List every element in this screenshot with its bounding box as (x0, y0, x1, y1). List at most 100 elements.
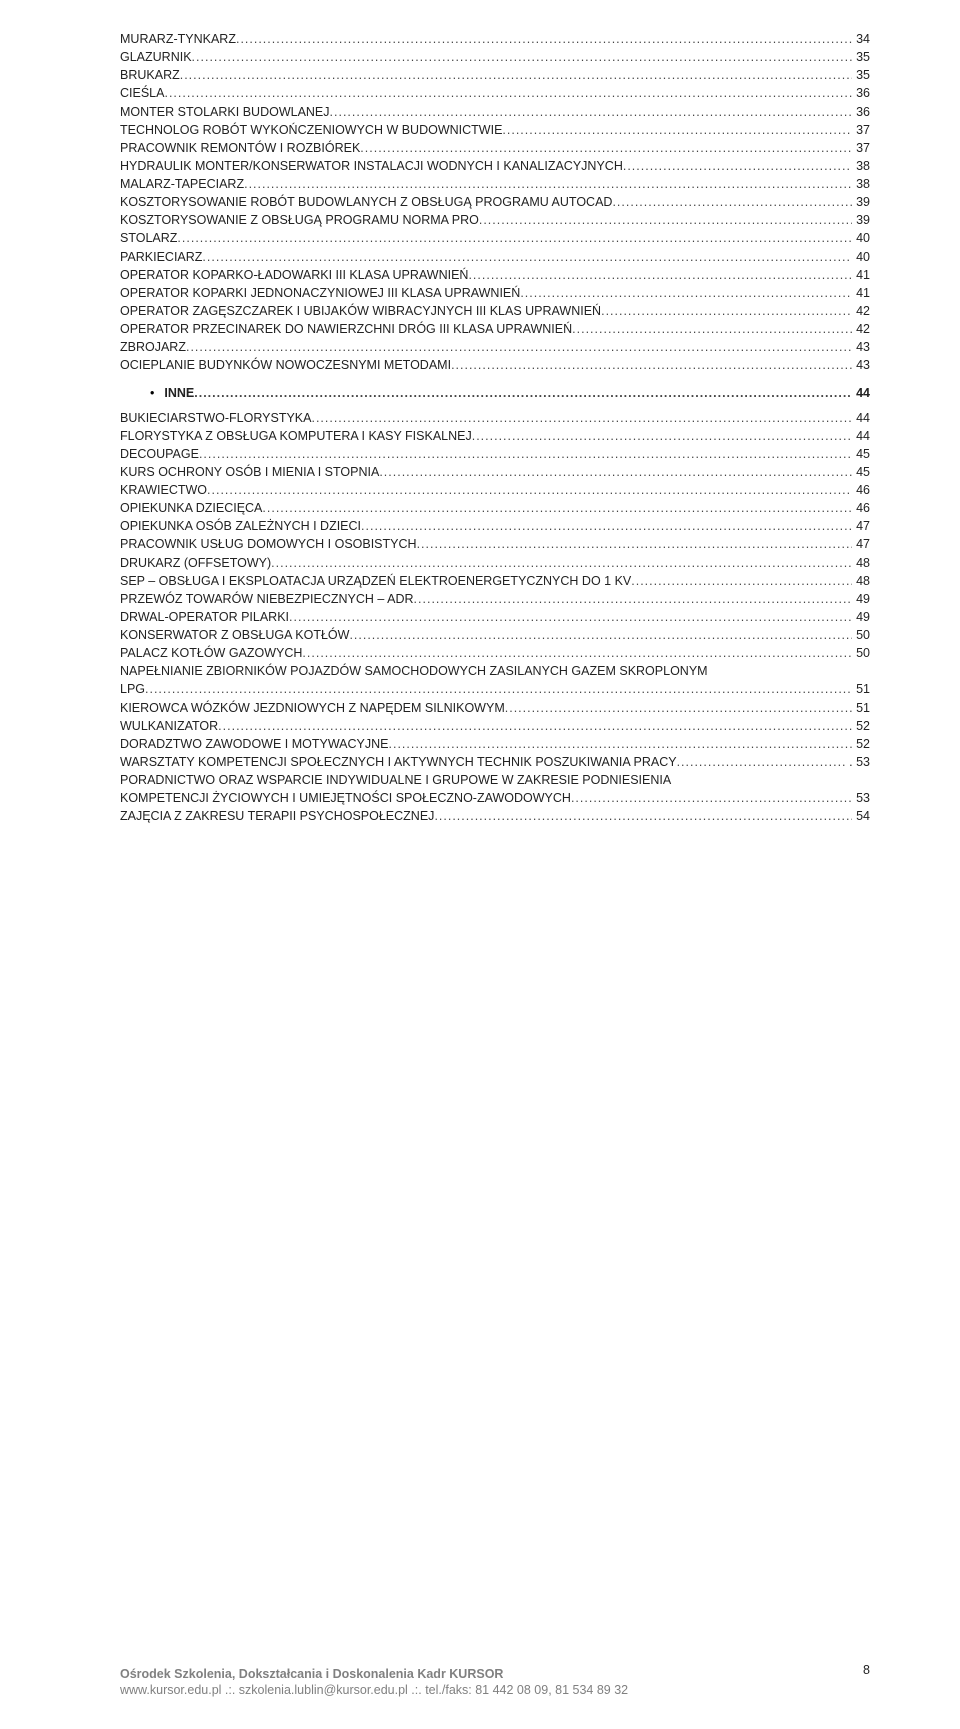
toc-leader-dots (505, 699, 852, 717)
toc-leader-dots (379, 463, 852, 481)
toc-entry: WARSZTATY KOMPETENCJI SPOŁECZNYCH I AKTY… (120, 753, 870, 771)
toc-entry: DRWAL-OPERATOR PILARKI49 (120, 608, 870, 626)
toc-entry-label: OPIEKUNKA OSÓB ZALEŻNYCH I DZIECI (120, 517, 361, 535)
toc-entry: KIEROWCA WÓZKÓW JEZDNIOWYCH Z NAPĘDEM SI… (120, 699, 870, 717)
toc-entry: HYDRAULIK MONTER/KONSERWATOR INSTALACJI … (120, 157, 870, 175)
toc-entry-label: PRZEWÓZ TOWARÓW NIEBEZPIECZNYCH – ADR (120, 590, 414, 608)
document-page: MURARZ-TYNKARZ34GLAZURNIK35BRUKARZ35CIEŚ… (0, 0, 960, 1729)
toc-entry: TECHNOLOG ROBÓT WYKOŃCZENIOWYCH W BUDOWN… (120, 121, 870, 139)
toc-leader-dots (177, 229, 852, 247)
toc-entry-label: DRWAL-OPERATOR PILARKI (120, 608, 289, 626)
toc-entry: OPERATOR PRZECINAREK DO NAWIERZCHNI DRÓG… (120, 320, 870, 338)
toc-leader-dots (330, 103, 853, 121)
toc-leader-dots (468, 266, 852, 284)
toc-leader-dots (145, 680, 852, 698)
toc-entry-page: 39 (852, 211, 870, 229)
toc-leader-dots (360, 139, 852, 157)
toc-entry-label: ZBROJARZ (120, 338, 186, 356)
toc-leader-dots (236, 30, 852, 48)
toc-leader-dots (572, 320, 852, 338)
toc-entry-page: 41 (852, 266, 870, 284)
toc-entry-label: KOSZTORYSOWANIE ROBÓT BUDOWLANYCH Z OBSŁ… (120, 193, 612, 211)
toc-entry: BUKIECIARSTWO-FLORYSTYKA44 (120, 409, 870, 427)
toc-leader-dots (417, 535, 853, 553)
toc-entry-page: 37 (852, 121, 870, 139)
toc-entry-page: 45 (852, 445, 870, 463)
toc-entry-label: STOLARZ (120, 229, 177, 247)
toc-leader-dots (244, 175, 852, 193)
toc-entry: OPERATOR KOPARKI JEDNONACZYNIOWEJ III KL… (120, 284, 870, 302)
toc-leader-dots (631, 572, 852, 590)
toc-entry: KURS OCHRONY OSÓB I MIENIA I STOPNIA45 (120, 463, 870, 481)
toc-entry: SEP – OBSŁUGA I EKSPLOATACJA URZĄDZEŃ EL… (120, 572, 870, 590)
toc-entry-label: KOSZTORYSOWANIE Z OBSŁUGĄ PROGRAMU NORMA… (120, 211, 479, 229)
toc-leader-dots (601, 302, 852, 320)
toc-entry: PORADNICTWO ORAZ WSPARCIE INDYWIDUALNE I… (120, 771, 870, 789)
toc-entry: OPERATOR KOPARKO-ŁADOWARKI III KLASA UPR… (120, 266, 870, 284)
toc-entry-page: 46 (852, 499, 870, 517)
toc-entry-page: 42 (852, 302, 870, 320)
toc-entry-page: 44 (852, 427, 870, 445)
toc-entry-label: MALARZ-TAPECIARZ (120, 175, 244, 193)
toc-entry-label: PALACZ KOTŁÓW GAZOWYCH (120, 644, 302, 662)
toc-leader-dots (289, 608, 852, 626)
toc-entry-label: ZAJĘCIA Z ZAKRESU TERAPII PSYCHOSPOŁECZN… (120, 807, 434, 825)
toc-entry: DRUKARZ (OFFSETOWY)48 (120, 554, 870, 572)
toc-entry: MALARZ-TAPECIARZ 38 (120, 175, 870, 193)
toc-entry-page: 50 (852, 626, 870, 644)
toc-entry-label: DECOUPAGE (120, 445, 199, 463)
toc-entry: BRUKARZ35 (120, 66, 870, 84)
toc-entry-page: 39 (852, 193, 870, 211)
toc-entry-label: OPERATOR KOPARKO-ŁADOWARKI III KLASA UPR… (120, 266, 468, 284)
toc-leader-dots (677, 753, 846, 771)
toc-entry-page: 51 (852, 699, 870, 717)
toc-entry-label: PORADNICTWO ORAZ WSPARCIE INDYWIDUALNE I… (120, 771, 671, 789)
toc-entry-label: INNE (164, 384, 194, 402)
toc-entry-label: GLAZURNIK (120, 48, 192, 66)
toc-entry: CIEŚLA36 (120, 84, 870, 102)
toc-entry-page: 54 (852, 807, 870, 825)
toc-entry-label: HYDRAULIK MONTER/KONSERWATOR INSTALACJI … (120, 157, 623, 175)
toc-entry: KOSZTORYSOWANIE ROBÓT BUDOWLANYCH Z OBSŁ… (120, 193, 870, 211)
toc-entry-page: 37 (852, 139, 870, 157)
toc-entry: OCIEPLANIE BUDYNKÓW NOWOCZESNYMI METODAM… (120, 356, 870, 374)
toc-entry-label: CIEŚLA (120, 84, 164, 102)
footer-contact-line: www.kursor.edu.pl .:. szkolenia.lublin@k… (120, 1683, 870, 1697)
toc-entry: OPERATOR ZAGĘSZCZAREK I UBIJAKÓW WIBRACY… (120, 302, 870, 320)
toc-entry-page: 41 (852, 284, 870, 302)
toc-section-heading: •INNE 44 (120, 384, 870, 402)
toc-leader-dots (218, 717, 852, 735)
toc-entry: KONSERWATOR Z OBSŁUGA KOTŁÓW50 (120, 626, 870, 644)
toc-entry-page: 38 (852, 175, 870, 193)
table-of-contents: MURARZ-TYNKARZ34GLAZURNIK35BRUKARZ35CIEŚ… (120, 30, 870, 825)
toc-entry: MURARZ-TYNKARZ34 (120, 30, 870, 48)
toc-entry-label: KOMPETENCJI ŻYCIOWYCH I UMIEJĘTNOŚCI SPO… (120, 789, 571, 807)
toc-entry-page: 43 (852, 338, 870, 356)
toc-entry-page: 44 (852, 384, 870, 402)
toc-entry-page: 40 (852, 229, 870, 247)
toc-entry-label: DORADZTWO ZAWODOWE I MOTYWACYJNE (120, 735, 389, 753)
toc-entry: NAPEŁNIANIE ZBIORNIKÓW POJAZDÓW SAMOCHOD… (120, 662, 870, 680)
toc-entry: OPIEKUNKA OSÓB ZALEŻNYCH I DZIECI47 (120, 517, 870, 535)
toc-leader-dots (479, 211, 852, 229)
toc-leader-dots (192, 48, 853, 66)
toc-entry-page: 42 (852, 320, 870, 338)
toc-leader-dots (623, 157, 852, 175)
toc-entry-page: 43 (852, 356, 870, 374)
toc-leader-dots (164, 84, 852, 102)
toc-entry-label: BUKIECIARSTWO-FLORYSTYKA (120, 409, 311, 427)
toc-leader-dots (502, 121, 852, 139)
toc-entry: KOSZTORYSOWANIE Z OBSŁUGĄ PROGRAMU NORMA… (120, 211, 870, 229)
toc-leader-dots (349, 626, 852, 644)
toc-entry-label: OPERATOR PRZECINAREK DO NAWIERZCHNI DRÓG… (120, 320, 572, 338)
toc-leader-dots (271, 554, 852, 572)
toc-leader-dots (207, 481, 852, 499)
toc-entry-page: 52 (852, 717, 870, 735)
toc-entry-page: 36 (852, 103, 870, 121)
toc-leader-dots (262, 499, 852, 517)
toc-entry-page: 48 (852, 572, 870, 590)
toc-entry: KRAWIECTWO46 (120, 481, 870, 499)
toc-entry-label: SEP – OBSŁUGA I EKSPLOATACJA URZĄDZEŃ EL… (120, 572, 631, 590)
toc-entry-label: OCIEPLANIE BUDYNKÓW NOWOCZESNYMI METODAM… (120, 356, 451, 374)
toc-entry: KOMPETENCJI ŻYCIOWYCH I UMIEJĘTNOŚCI SPO… (120, 789, 870, 807)
